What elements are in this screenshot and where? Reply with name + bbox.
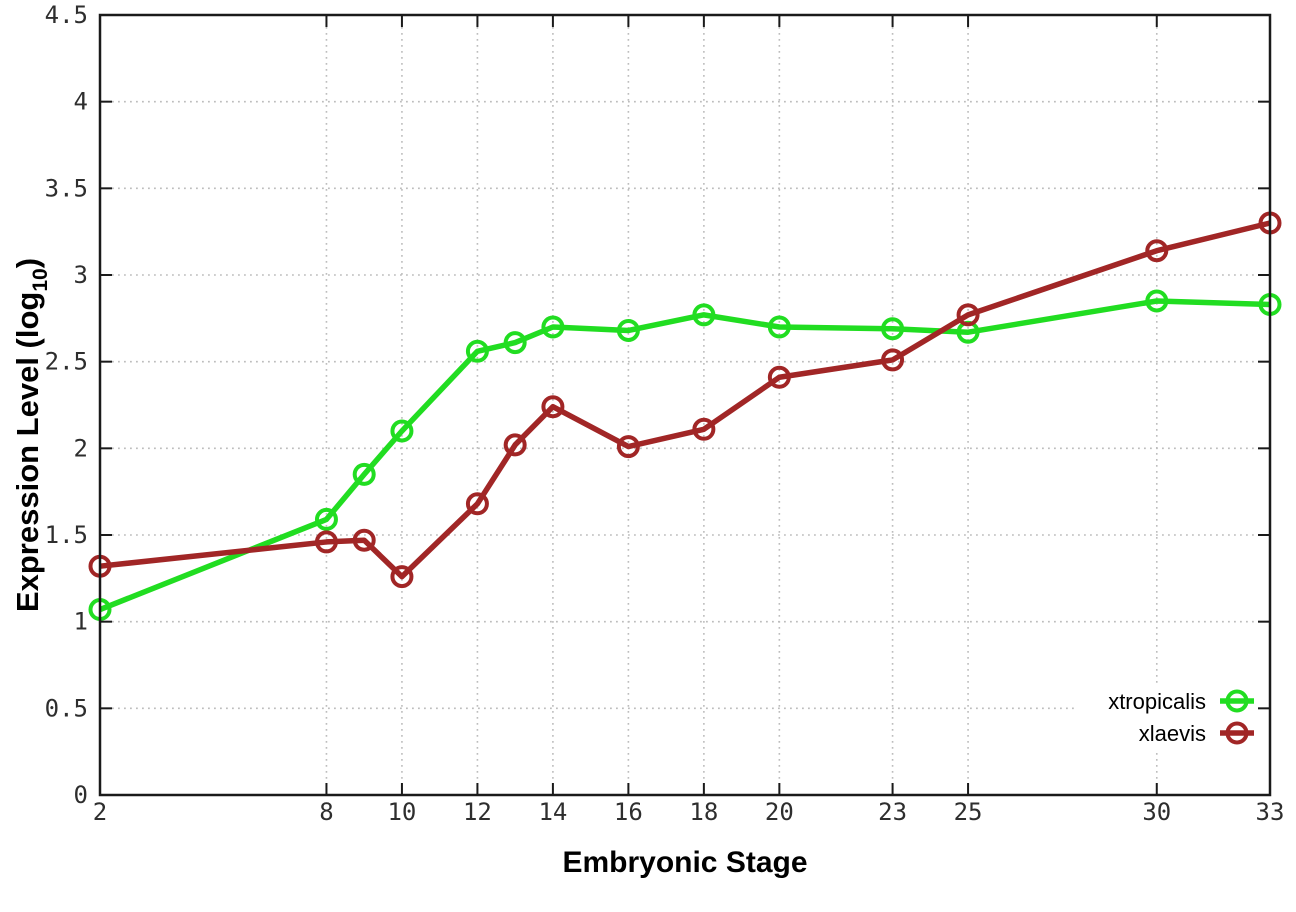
y-tick-label-0.5: 0.5 bbox=[45, 694, 88, 722]
x-tick-label-10: 10 bbox=[387, 798, 416, 826]
data-point-xtropicalis-stage-12 bbox=[465, 339, 489, 363]
x-tick-label-25: 25 bbox=[954, 798, 983, 826]
y-tick-label-3.5: 3.5 bbox=[45, 174, 88, 202]
y-tick-label-2.5: 2.5 bbox=[45, 348, 88, 376]
data-point-xlaevis-stage-20 bbox=[767, 365, 791, 389]
data-point-xtropicalis-stage-16 bbox=[616, 318, 640, 342]
x-tick-label-12: 12 bbox=[463, 798, 492, 826]
data-point-xtropicalis-stage-23 bbox=[881, 317, 905, 341]
x-tick-label-33: 33 bbox=[1256, 798, 1285, 826]
y-axis-title-text: Expression Level (log bbox=[10, 292, 45, 612]
x-tick-label-2: 2 bbox=[93, 798, 107, 826]
data-point-xtropicalis-stage-14 bbox=[541, 315, 565, 339]
data-point-xtropicalis-stage-10 bbox=[390, 419, 414, 443]
data-point-xlaevis-stage-8 bbox=[314, 530, 338, 554]
y-axis-title-subscript: 10 bbox=[29, 268, 52, 291]
legend-label-xlaevis: xlaevis bbox=[1139, 721, 1206, 746]
data-point-xlaevis-stage-16 bbox=[616, 435, 640, 459]
data-point-xlaevis-stage-13 bbox=[503, 433, 527, 457]
data-point-xtropicalis-stage-8 bbox=[314, 507, 338, 531]
x-tick-label-20: 20 bbox=[765, 798, 794, 826]
data-point-xlaevis-stage-12 bbox=[465, 492, 489, 516]
y-tick-label-0: 0 bbox=[74, 781, 88, 809]
data-point-xlaevis-stage-23 bbox=[881, 348, 905, 372]
data-point-xlaevis-stage-25 bbox=[956, 303, 980, 327]
x-tick-label-16: 16 bbox=[614, 798, 643, 826]
y-axis-title-close-paren: ) bbox=[10, 258, 45, 268]
y-tick-label-3: 3 bbox=[74, 261, 88, 289]
data-point-xtropicalis-stage-20 bbox=[767, 315, 791, 339]
y-tick-label-4: 4 bbox=[74, 88, 88, 116]
x-tick-label-18: 18 bbox=[689, 798, 718, 826]
x-tick-label-8: 8 bbox=[319, 798, 333, 826]
data-point-xlaevis-stage-9 bbox=[352, 528, 376, 552]
x-tick-label-14: 14 bbox=[538, 798, 567, 826]
data-point-xtropicalis-stage-30 bbox=[1145, 289, 1169, 313]
data-point-xlaevis-stage-30 bbox=[1145, 239, 1169, 263]
data-point-xlaevis-stage-10 bbox=[390, 565, 414, 589]
y-axis-title: Expression Level (log10) bbox=[10, 258, 52, 612]
axis-layer: 2 8 10 12 14 16 18 20 23 25 30 33 0 0.5 1 1.5 2 2.5 3 3.5 4 4… bbox=[45, 1, 1285, 826]
y-tick-label-4.5: 4.5 bbox=[45, 1, 88, 29]
data-point-xtropicalis-stage-9 bbox=[352, 462, 376, 486]
legend-marker-xtropicalis bbox=[1225, 689, 1249, 713]
legend-marker-xlaevis bbox=[1225, 721, 1249, 745]
x-axis-title: Embryonic Stage bbox=[562, 846, 807, 879]
y-tick-label-1.5: 1.5 bbox=[45, 521, 88, 549]
data-point-xlaevis-stage-14 bbox=[541, 395, 565, 419]
legend-label-xtropicalis: xtropicalis bbox=[1108, 689, 1206, 714]
y-tick-label-1: 1 bbox=[74, 608, 88, 636]
legend: xtropicalis xlaevis bbox=[1076, 683, 1266, 750]
plot-border bbox=[98, 13, 1272, 797]
y-tick-label-2: 2 bbox=[74, 434, 88, 462]
x-tick-label-30: 30 bbox=[1142, 798, 1171, 826]
x-tick-label-23: 23 bbox=[878, 798, 907, 826]
data-point-xtropicalis-stage-13 bbox=[503, 331, 527, 355]
legend-background bbox=[1076, 683, 1266, 750]
data-point-xlaevis-stage-18 bbox=[692, 417, 716, 441]
data-point-xtropicalis-stage-18 bbox=[692, 303, 716, 327]
